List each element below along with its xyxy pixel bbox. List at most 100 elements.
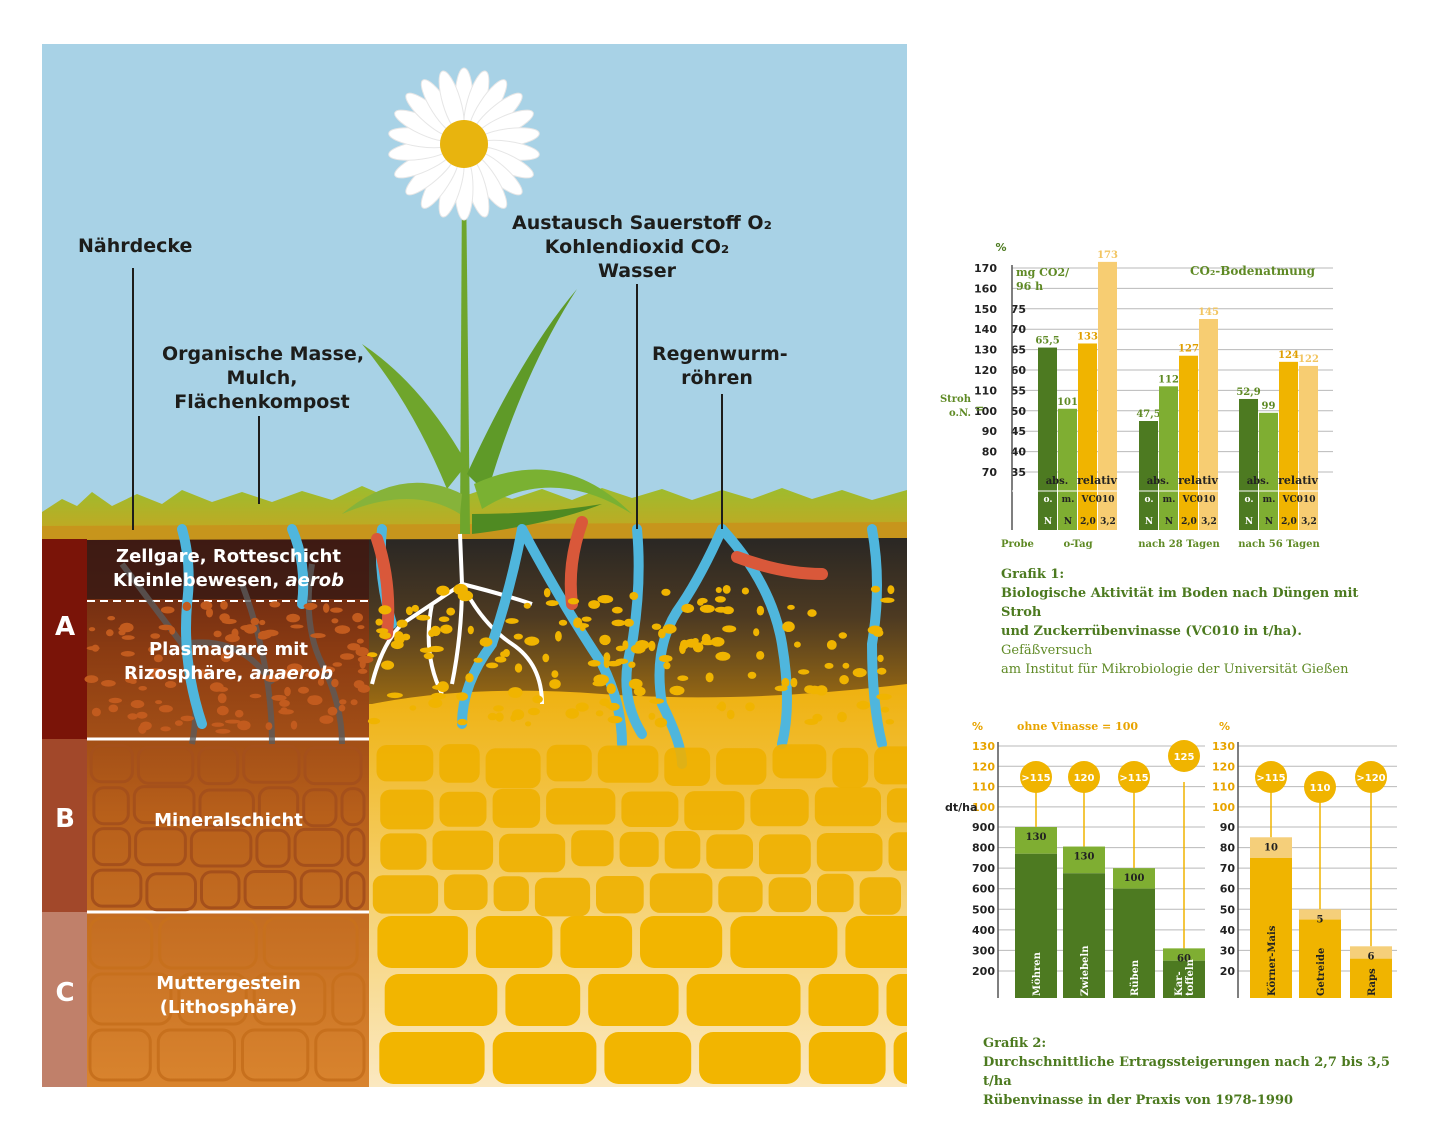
mineral-stone-outline <box>340 787 366 827</box>
soil-pebble <box>375 618 383 626</box>
group-label: nach 56 Tagen <box>1238 539 1320 550</box>
soil-pebble <box>91 644 100 652</box>
badge-label: >120 <box>1356 773 1385 784</box>
badge-circle <box>1304 771 1336 803</box>
zone-zellgare: Zellgare, Rotteschicht Kleinlebewesen, a… <box>113 546 344 591</box>
soil-pebble <box>215 728 231 734</box>
soil-pebble <box>106 629 114 637</box>
bar-increase <box>1163 948 1205 961</box>
table-v2: 3,2 <box>1100 517 1116 527</box>
subsoil-stone <box>485 748 541 789</box>
bedrock-outline <box>158 916 258 970</box>
soil-pebble <box>334 625 351 634</box>
mineral-stone-outline <box>92 827 132 867</box>
subsoil-stone <box>571 830 614 867</box>
soil-pebble <box>692 642 704 653</box>
soil-pebble <box>379 632 391 639</box>
daisy-flower <box>388 67 540 221</box>
mineral-stone-outline <box>134 827 187 867</box>
soil-pebble <box>716 704 725 710</box>
mineral-stone-outline <box>92 786 130 826</box>
y-tick-abs: 30 <box>1220 944 1236 957</box>
y-tick-percent: 80 <box>982 446 998 459</box>
soil-pebble <box>437 681 449 693</box>
subsoil-stone <box>376 745 434 782</box>
bedrock-outline <box>88 916 154 970</box>
soil-pebble <box>629 592 639 600</box>
table-vc: VC010 <box>1182 495 1216 505</box>
soil-pebble <box>180 715 194 722</box>
soil-pebble <box>216 705 229 716</box>
mineral-stone-outline <box>302 788 338 828</box>
subsoil-stone <box>859 877 901 915</box>
soil-pebble <box>705 672 714 683</box>
soil-pebble <box>405 606 413 616</box>
badge-circle <box>1255 761 1287 793</box>
soil-pebble <box>523 602 531 609</box>
y-tick-abs: 70 <box>1011 323 1027 336</box>
chart1-title: CO₂-Bodenatmung <box>1190 264 1316 278</box>
y-tick-abs: 40 <box>1220 924 1236 937</box>
y-tick-percent: 100 <box>974 405 997 418</box>
soil-pebble <box>880 597 895 603</box>
y-tick-percent: 110 <box>972 781 995 794</box>
soil-pebble <box>876 693 892 700</box>
table-n: N <box>1165 517 1173 527</box>
table-m: m. <box>1062 495 1075 505</box>
soil-pebble <box>338 704 346 712</box>
soil-pebble <box>493 705 504 712</box>
bar-value-label: 99 <box>1262 401 1276 412</box>
soil-pebble <box>870 585 881 593</box>
soil-pebble <box>679 643 686 655</box>
soil-pebble <box>279 699 290 707</box>
soil-pebble <box>118 629 126 636</box>
subsoil-stone <box>718 876 763 913</box>
soil-pebble <box>543 588 551 598</box>
soil-pebble <box>607 715 623 724</box>
subsoil-stone <box>874 746 907 785</box>
soil-pebble <box>303 602 318 610</box>
soil-pebble <box>355 647 369 657</box>
soil-pebble <box>150 633 161 639</box>
y-tick-abs: 70 <box>1220 862 1236 875</box>
soil-pebble <box>545 600 559 607</box>
soil-pebble <box>323 603 330 613</box>
mineral-stone-outline <box>243 870 297 909</box>
bedrock-outline <box>156 1028 236 1082</box>
soil-pebble <box>357 625 365 630</box>
soil-pebble <box>264 674 280 683</box>
subsoil-stone <box>759 834 811 875</box>
subsoil-stone <box>546 788 616 825</box>
soil-pebble <box>130 700 145 709</box>
y-tick-abs: 50 <box>1220 903 1236 916</box>
bar-2 <box>1259 412 1278 530</box>
soil-pebble <box>808 685 822 695</box>
mineral-stone-outline <box>255 828 291 868</box>
soil-pebble <box>856 700 870 710</box>
soil-pebble <box>327 706 338 716</box>
soil-pebble <box>597 595 614 604</box>
bar-1 <box>1038 347 1057 530</box>
table-m: m. <box>1163 495 1176 505</box>
horizon-a: A <box>54 612 76 642</box>
soil-pebble <box>881 706 890 713</box>
bar-value-label: 122 <box>1298 354 1319 365</box>
soil-pebble <box>532 695 543 704</box>
crop-label: Kar- <box>1174 971 1185 996</box>
soil-pebble <box>726 709 735 720</box>
bedrock-block <box>588 974 679 1026</box>
bedrock-block <box>640 916 723 968</box>
soil-pebble <box>555 631 562 642</box>
y-unit-abs-1: mg CO2/ <box>1016 266 1070 279</box>
soil-pebble <box>787 604 795 610</box>
soil-pebble <box>206 607 213 618</box>
group-label: o-Tag <box>1063 539 1092 550</box>
soil-pebble <box>473 657 483 663</box>
label-regenwurmroehren: Regenwurm- röhren <box>652 343 788 389</box>
soil-pebble <box>592 680 607 687</box>
bar-increase-label: 60 <box>1177 953 1191 964</box>
caption-grafik2: Grafik 2: Durchschnittliche Ertragssteig… <box>983 1036 1390 1108</box>
soil-pebble <box>357 684 370 693</box>
soil-pebble <box>138 686 147 691</box>
soil-pebble <box>148 646 157 653</box>
